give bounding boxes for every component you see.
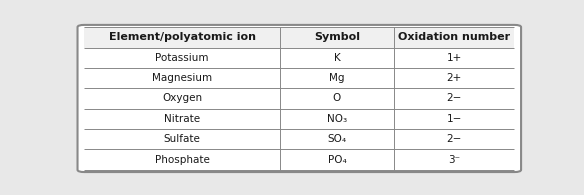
- Text: Element/polyatomic ion: Element/polyatomic ion: [109, 32, 256, 42]
- Text: SO₄: SO₄: [328, 134, 346, 144]
- Text: 1−: 1−: [446, 114, 462, 124]
- FancyBboxPatch shape: [78, 25, 521, 172]
- Text: Mg: Mg: [329, 73, 345, 83]
- Text: Oxidation number: Oxidation number: [398, 32, 510, 42]
- Text: 2−: 2−: [446, 134, 462, 144]
- Text: 3⁻: 3⁻: [448, 155, 460, 165]
- Text: Nitrate: Nitrate: [164, 114, 200, 124]
- Text: 1+: 1+: [446, 53, 462, 63]
- Text: K: K: [333, 53, 340, 63]
- Bar: [394, 27, 515, 48]
- Text: O: O: [333, 93, 341, 104]
- Text: Magnesium: Magnesium: [152, 73, 212, 83]
- Text: Oxygen: Oxygen: [162, 93, 202, 104]
- Text: 2−: 2−: [446, 93, 462, 104]
- Bar: [280, 27, 394, 48]
- Text: Potassium: Potassium: [155, 53, 209, 63]
- Text: Symbol: Symbol: [314, 32, 360, 42]
- Text: NO₃: NO₃: [327, 114, 347, 124]
- Text: Phosphate: Phosphate: [155, 155, 210, 165]
- Text: Sulfate: Sulfate: [164, 134, 200, 144]
- Text: PO₄: PO₄: [328, 155, 346, 165]
- Bar: [84, 27, 280, 48]
- Text: 2+: 2+: [446, 73, 462, 83]
